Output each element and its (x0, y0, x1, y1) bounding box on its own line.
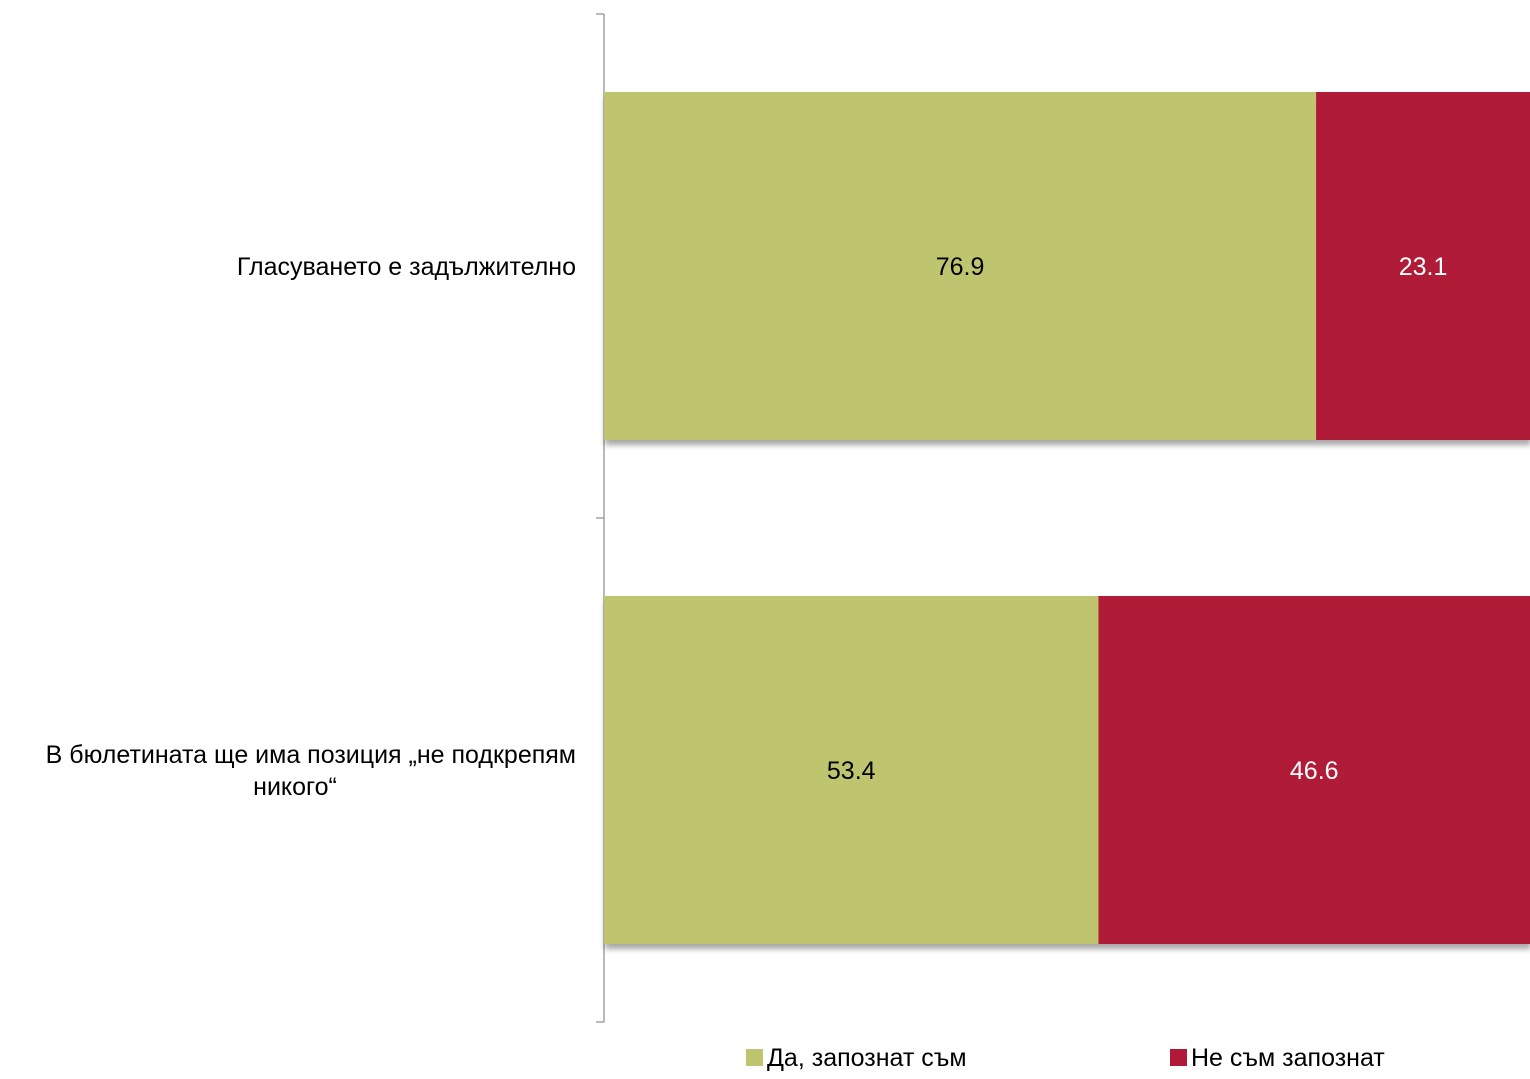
legend-item: Не съм запознат (1170, 1044, 1385, 1072)
legend: Да, запознат съм Не съм запознат (746, 1044, 1385, 1072)
data-label: 76.9 (936, 253, 985, 281)
category-label: В бюлетината ще има позиция „не подкрепя… (46, 741, 576, 801)
bar-segment (604, 596, 1099, 944)
data-label: 23.1 (1399, 253, 1448, 281)
legend-swatch (1170, 1049, 1187, 1066)
legend-item: Да, запознат съм (746, 1044, 967, 1072)
category-label-line: В бюлетината ще има позиция „не подкрепя… (46, 741, 576, 769)
category-axis (596, 13, 605, 1023)
bar-segment (604, 92, 1317, 440)
legend-label: Да, запознат съм (767, 1044, 967, 1072)
category-label-line: Гласуването е задължително (237, 253, 576, 281)
legend-swatch (746, 1049, 763, 1066)
category-labels: Гласуването е задължително В бюлетината щ… (46, 253, 576, 801)
legend-label: Не съм запознат (1191, 1044, 1385, 1072)
category-label: Гласуването е задължително (237, 253, 576, 281)
category-label-line: никого“ (253, 773, 337, 801)
bar-segment (1098, 596, 1530, 944)
bar-row (604, 596, 1530, 944)
data-labels: 76.9 23.1 53.4 46.6 (827, 253, 1447, 785)
bar-row (604, 92, 1530, 440)
data-label: 46.6 (1290, 757, 1339, 785)
bar-segment (1316, 92, 1530, 440)
data-label: 53.4 (827, 757, 876, 785)
bars (604, 92, 1530, 944)
